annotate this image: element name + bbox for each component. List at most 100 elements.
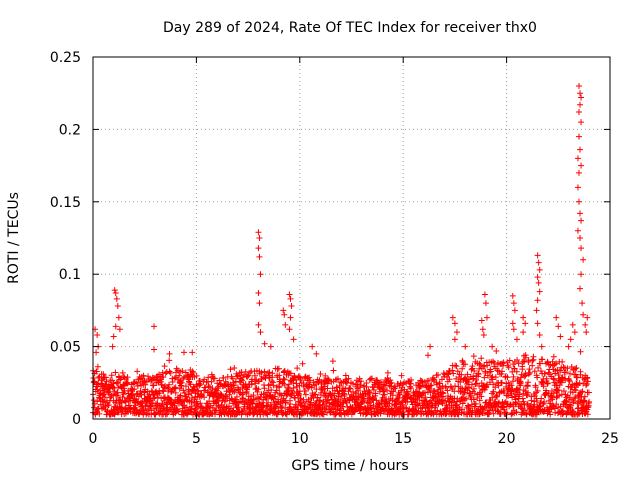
data-point bbox=[257, 394, 264, 401]
data-point bbox=[541, 399, 548, 406]
data-point bbox=[558, 374, 565, 381]
data-point bbox=[465, 385, 472, 392]
data-point bbox=[585, 402, 592, 409]
data-point bbox=[108, 372, 115, 379]
data-point bbox=[187, 381, 194, 388]
data-point bbox=[501, 399, 508, 406]
data-point bbox=[201, 394, 208, 401]
data-point bbox=[431, 387, 438, 394]
data-point bbox=[526, 366, 533, 373]
data-point bbox=[270, 382, 277, 389]
spike-point bbox=[580, 256, 587, 263]
data-point bbox=[442, 397, 449, 404]
data-point bbox=[161, 363, 168, 370]
data-point bbox=[397, 380, 404, 387]
data-point bbox=[572, 394, 579, 401]
data-point bbox=[471, 390, 478, 397]
data-point bbox=[268, 387, 275, 394]
data-point bbox=[287, 401, 294, 408]
spike-point bbox=[493, 347, 500, 354]
data-point bbox=[384, 369, 391, 376]
data-point bbox=[209, 385, 216, 392]
data-point bbox=[238, 411, 245, 418]
data-point bbox=[513, 409, 520, 416]
data-point bbox=[349, 380, 356, 387]
data-point bbox=[231, 382, 238, 389]
data-point bbox=[109, 384, 116, 391]
grid-layer bbox=[93, 57, 610, 419]
spike-point bbox=[569, 321, 576, 328]
spike-point bbox=[571, 329, 578, 336]
spike-point bbox=[577, 146, 584, 153]
data-point bbox=[401, 386, 408, 393]
data-point bbox=[281, 367, 288, 374]
data-point bbox=[452, 362, 459, 369]
data-point bbox=[131, 386, 138, 393]
data-point bbox=[469, 363, 476, 370]
spike-point bbox=[574, 155, 581, 162]
data-point bbox=[560, 364, 567, 371]
spike-point bbox=[427, 343, 434, 350]
data-point bbox=[254, 388, 261, 395]
spike-point bbox=[111, 287, 118, 294]
data-point bbox=[335, 393, 342, 400]
data-point bbox=[379, 394, 386, 401]
data-point bbox=[562, 369, 569, 376]
data-point bbox=[150, 382, 157, 389]
spike-point bbox=[478, 317, 485, 324]
data-point bbox=[555, 387, 562, 394]
data-point bbox=[470, 385, 477, 392]
data-point bbox=[119, 369, 126, 376]
data-point bbox=[95, 374, 102, 381]
data-point bbox=[484, 372, 491, 379]
data-point bbox=[160, 374, 167, 381]
spike-point bbox=[112, 290, 119, 297]
data-point bbox=[109, 377, 116, 384]
spike-point bbox=[256, 235, 263, 241]
data-point bbox=[216, 377, 223, 384]
data-point bbox=[531, 393, 538, 400]
data-point bbox=[366, 389, 373, 396]
data-point bbox=[394, 395, 401, 402]
data-point bbox=[525, 389, 532, 396]
spike-point bbox=[453, 329, 460, 336]
data-point bbox=[444, 387, 451, 394]
data-point bbox=[538, 395, 545, 402]
data-point bbox=[346, 385, 353, 392]
spike-point bbox=[511, 307, 518, 314]
spike-point bbox=[309, 343, 316, 350]
data-point bbox=[180, 387, 187, 394]
data-point bbox=[230, 407, 237, 414]
data-point bbox=[271, 393, 278, 400]
data-point bbox=[505, 364, 512, 371]
data-point bbox=[183, 411, 190, 418]
data-point bbox=[377, 410, 384, 417]
data-point bbox=[293, 380, 300, 387]
data-point bbox=[573, 365, 580, 372]
data-point bbox=[453, 363, 460, 370]
data-point bbox=[94, 363, 101, 370]
x-tick-label: 0 bbox=[89, 431, 98, 447]
data-point bbox=[211, 375, 218, 382]
data-point bbox=[572, 365, 579, 372]
data-point bbox=[551, 361, 558, 368]
data-point bbox=[159, 369, 166, 376]
data-point bbox=[457, 378, 464, 385]
data-point bbox=[380, 386, 387, 393]
data-point bbox=[262, 394, 269, 401]
data-point bbox=[163, 368, 170, 375]
y-tick-label: 0.05 bbox=[50, 340, 81, 356]
spike-point bbox=[575, 198, 582, 205]
data-point bbox=[103, 378, 110, 385]
data-point bbox=[503, 380, 510, 387]
data-point bbox=[320, 398, 327, 405]
spike-point bbox=[449, 314, 456, 321]
spike-point bbox=[535, 259, 542, 266]
data-point bbox=[525, 379, 532, 386]
data-point bbox=[373, 397, 380, 404]
data-point bbox=[567, 370, 574, 377]
spike-point bbox=[483, 314, 490, 321]
data-point bbox=[567, 402, 574, 409]
spike-point bbox=[578, 217, 585, 224]
